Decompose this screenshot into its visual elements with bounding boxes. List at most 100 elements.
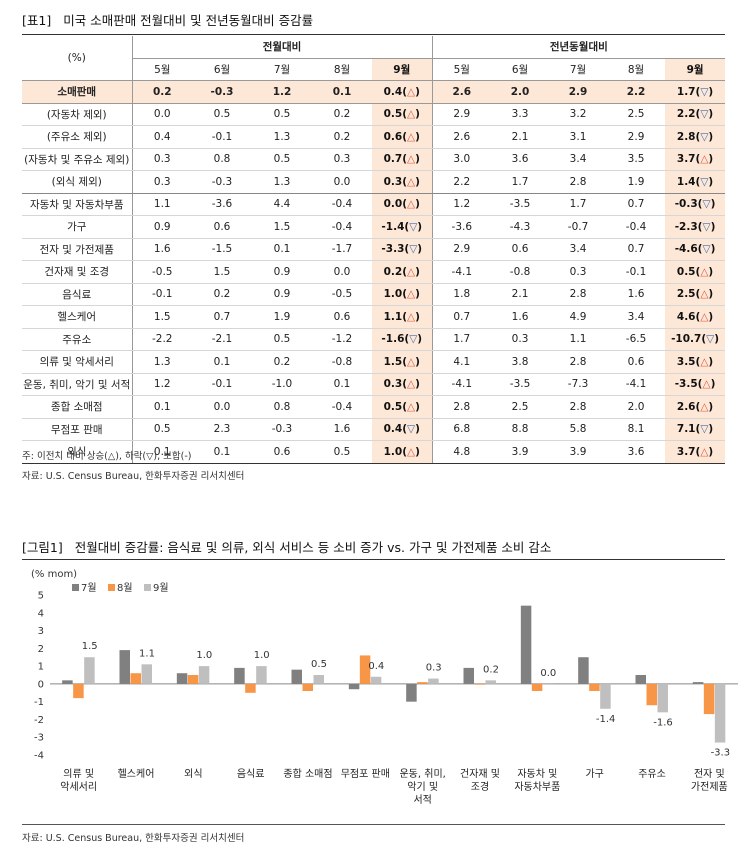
yoy-cell: 2.8	[549, 350, 608, 374]
chart-top-rule	[22, 559, 725, 560]
data-label: 0.5	[311, 659, 327, 670]
row-label: 가구	[22, 215, 133, 239]
yoy-sep-cell: 2.6(△)	[665, 395, 726, 419]
yoy-cell: 3.4	[549, 238, 608, 261]
yoy-sep-cell: -3.5(△)	[665, 373, 726, 396]
yoy-cell: 0.6	[607, 350, 666, 374]
mom-cell: -0.8	[312, 350, 372, 374]
mom-cell: 0.5	[132, 418, 192, 441]
cell-value: 0.4	[383, 85, 403, 98]
category-label: 서적	[413, 794, 431, 806]
mom-group-header: 전월대비	[132, 36, 433, 59]
category-label: 종합 소매점	[283, 768, 332, 780]
y-tick-label: 4	[38, 608, 44, 619]
data-label: 1.0	[196, 650, 212, 661]
yoy-cell: 2.5	[491, 395, 550, 419]
mom-cell: 0.3	[132, 148, 192, 171]
cell-value: 2.8	[676, 130, 696, 143]
up-triangle-icon: △	[407, 175, 416, 188]
yoy-cell: 2.9	[549, 80, 608, 104]
yoy-cell: 2.8	[549, 283, 608, 306]
mom-cell: -1.2	[312, 328, 372, 351]
mom-cell: 0.1	[312, 80, 372, 104]
cell-value: 1.5	[383, 355, 403, 368]
yoy-sep-cell: 2.5(△)	[665, 283, 726, 306]
yoy-cell: -0.1	[607, 260, 666, 284]
mom-cell: 0.1	[252, 238, 312, 261]
yoy-cell: 2.0	[607, 395, 666, 419]
yoy-cell: 2.9	[431, 103, 492, 126]
yoy-sep-cell: -10.7(▽)	[665, 328, 726, 351]
mom-cell: 0.5	[252, 328, 312, 351]
row-label: 전자 및 가전제품	[22, 238, 133, 261]
mom-cell: 1.2	[132, 373, 192, 396]
table-row: 의류 및 악세서리 1.3 0.1 0.2 -0.8 1.5(△) 4.1 3.8 2.8 0.6…	[22, 350, 726, 374]
down-triangle-icon: ▽	[700, 85, 709, 98]
cell-value: 0.5	[383, 400, 403, 413]
mom-cell: 0.1	[132, 440, 192, 464]
mom-cell: 0.9	[252, 260, 312, 284]
down-triangle-icon: ▽	[700, 108, 709, 121]
data-label: -1.4	[596, 714, 616, 725]
bar-9월	[714, 683, 726, 743]
mom-cell: 0.5	[192, 103, 252, 126]
mom-cell: 0.2	[312, 125, 372, 149]
month-header: 7월	[252, 58, 312, 81]
mom-sep-cell: 0.7(△)	[372, 148, 433, 171]
yoy-group-header: 전년동월대비	[431, 36, 726, 59]
mom-sep-cell: 1.1(△)	[372, 305, 433, 329]
mom-cell: 1.6	[312, 418, 372, 441]
bar-7월	[291, 669, 302, 684]
legend-swatch	[144, 584, 151, 591]
yoy-cell: 1.7	[549, 193, 608, 216]
yoy-cell: 3.4	[549, 148, 608, 171]
cell-value: 1.0	[383, 445, 403, 458]
yoy-cell: 2.2	[431, 170, 492, 194]
cell-value: 2.5	[676, 288, 696, 301]
yoy-cell: 3.6	[491, 148, 550, 171]
chart-title-text: 전월대비 증감률: 음식료 및 의류, 외식 서비스 등 소비 증가 vs. 가…	[74, 540, 552, 555]
table-note: 주: 이전치 대비 상승(△), 하락(▽), 보합(-)	[22, 451, 192, 462]
bar-9월	[428, 678, 439, 684]
yoy-cell: 1.1	[549, 328, 608, 351]
row-label: 음식료	[22, 283, 133, 306]
chart-bottom-rule	[22, 824, 725, 825]
table-row: 가구 0.9 0.6 1.5 -0.4 -1.4(▽) -3.6 -4.3 -0.7 -0.4 -2…	[22, 215, 726, 239]
data-label: 0.2	[483, 664, 499, 675]
bar-8월	[531, 683, 543, 691]
up-triangle-icon: △	[407, 265, 416, 278]
mom-cell: 1.1	[132, 193, 192, 216]
legend-swatch	[72, 584, 79, 591]
bar-7월	[692, 682, 704, 684]
category-label: 주유소	[638, 768, 666, 780]
up-triangle-icon: △	[407, 400, 416, 413]
yoy-cell: 3.1	[549, 125, 608, 149]
yoy-cell: 3.8	[491, 350, 550, 374]
mom-cell: 0.2	[252, 350, 312, 374]
yoy-cell: -4.1	[431, 373, 492, 396]
mom-sep-cell: 0.5(△)	[372, 103, 433, 126]
cell-value: 0.5	[383, 108, 403, 121]
y-tick-label: 2	[38, 644, 44, 655]
cell-value: -2.3	[674, 220, 698, 233]
mom-cell: 0.2	[132, 80, 192, 104]
yoy-sep-cell: 1.4(▽)	[665, 170, 726, 194]
table-row: 음식료 -0.1 0.2 0.9 -0.5 1.0(△) 1.8 2.1 2.8 1.6 2.5(△…	[22, 283, 726, 306]
y-tick-label: 1	[38, 662, 44, 673]
month-header: 6월	[192, 58, 252, 81]
mom-cell: 0.4	[132, 125, 192, 149]
bar-7월	[578, 657, 589, 684]
category-label: 악세서리	[60, 781, 97, 793]
mom-cell: 4.4	[252, 193, 312, 216]
row-label: 자동차 및 자동차부품	[22, 193, 133, 216]
yoy-sep-cell: 2.8(▽)	[665, 125, 726, 149]
row-label: (자동차 제외)	[22, 103, 133, 126]
cell-value: 0.3	[383, 175, 403, 188]
yoy-cell: -6.5	[607, 328, 666, 351]
row-label: 종합 소매점	[22, 395, 133, 419]
category-label: 헬스케어	[118, 768, 155, 780]
table-title-text: 미국 소매판매 전월대비 및 전년동월대비 증감률	[63, 13, 314, 28]
row-label: 소매판매	[22, 80, 133, 104]
bar-7월	[520, 605, 532, 684]
